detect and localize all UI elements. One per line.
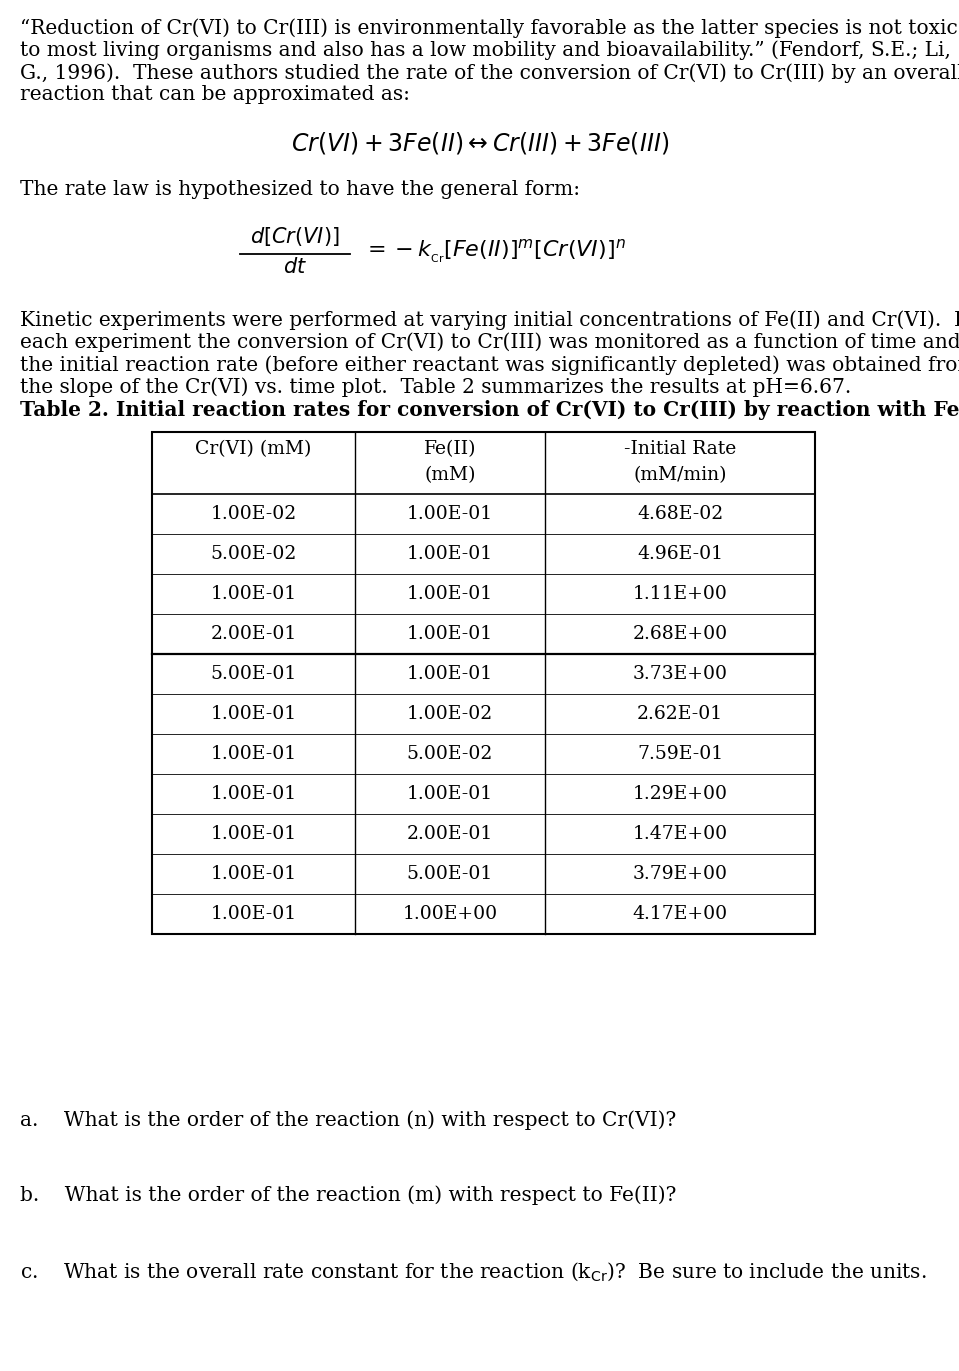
Text: 1.00E-01: 1.00E-01 [210,786,296,803]
Text: The rate law is hypothesized to have the general form:: The rate law is hypothesized to have the… [20,180,580,199]
Text: (mM/min): (mM/min) [633,466,727,484]
Text: 4.17E+00: 4.17E+00 [632,905,728,923]
Text: Kinetic experiments were performed at varying initial concentrations of Fe(II) a: Kinetic experiments were performed at va… [20,310,959,329]
Text: 3.79E+00: 3.79E+00 [633,865,728,883]
Text: 7.59E-01: 7.59E-01 [637,744,723,764]
Text: G., 1996).  These authors studied the rate of the conversion of Cr(VI) to Cr(III: G., 1996). These authors studied the rat… [20,63,959,82]
Text: 3.73E+00: 3.73E+00 [633,665,728,683]
Text: $\mathit{dt}$: $\mathit{dt}$ [283,256,307,277]
Text: 2.62E-01: 2.62E-01 [637,705,723,723]
Text: $\mathit{Cr(VI) + 3Fe(II) \leftrightarrow Cr(III) + 3Fe(III)}$: $\mathit{Cr(VI) + 3Fe(II) \leftrightarro… [291,130,669,156]
Text: 1.00E-01: 1.00E-01 [407,665,493,683]
Text: 5.00E-02: 5.00E-02 [407,744,493,764]
Text: a.    What is the order of the reaction (n) with respect to Cr(VI)?: a. What is the order of the reaction (n)… [20,1111,676,1130]
Text: 1.00E-01: 1.00E-01 [407,585,493,603]
Text: 1.00E-01: 1.00E-01 [407,625,493,643]
Text: 5.00E-01: 5.00E-01 [407,865,493,883]
Text: (mM): (mM) [424,466,476,484]
Text: 1.47E+00: 1.47E+00 [632,825,728,843]
Text: Cr(VI) (mM): Cr(VI) (mM) [196,440,312,458]
Text: -Initial Rate: -Initial Rate [624,440,737,458]
Text: 1.00E+00: 1.00E+00 [403,905,498,923]
Text: “Reduction of Cr(VI) to Cr(III) is environmentally favorable as the latter speci: “Reduction of Cr(VI) to Cr(III) is envir… [20,18,958,37]
Text: 1.00E-01: 1.00E-01 [210,905,296,923]
Text: 1.00E-02: 1.00E-02 [210,505,296,522]
Text: 1.11E+00: 1.11E+00 [633,585,728,603]
Text: 1.00E-01: 1.00E-01 [210,825,296,843]
Text: 5.00E-02: 5.00E-02 [210,546,296,563]
Text: 1.00E-02: 1.00E-02 [407,705,493,723]
Text: 1.00E-01: 1.00E-01 [407,786,493,803]
Text: 2.00E-01: 2.00E-01 [407,825,493,843]
Text: reaction that can be approximated as:: reaction that can be approximated as: [20,85,410,104]
Text: 4.68E-02: 4.68E-02 [637,505,723,522]
Text: each experiment the conversion of Cr(VI) to Cr(III) was monitored as a function : each experiment the conversion of Cr(VI)… [20,333,959,352]
Text: 1.00E-01: 1.00E-01 [210,744,296,764]
Text: 2.68E+00: 2.68E+00 [632,625,728,643]
Text: 1.00E-01: 1.00E-01 [210,705,296,723]
Text: 1.00E-01: 1.00E-01 [210,865,296,883]
Text: 1.29E+00: 1.29E+00 [633,786,728,803]
Text: $\mathit{d[Cr(VI)]}$: $\mathit{d[Cr(VI)]}$ [250,225,339,248]
Text: the slope of the Cr(VI) vs. time plot.  Table 2 summarizes the results at pH=6.6: the slope of the Cr(VI) vs. time plot. T… [20,377,852,398]
Text: 1.00E-01: 1.00E-01 [407,505,493,522]
Text: 5.00E-01: 5.00E-01 [210,665,296,683]
Text: Fe(II): Fe(II) [424,440,477,458]
Text: $= -k_{_{\mathrm{Cr}}}[Fe(II)]^{m}[Cr(VI)]^{n}$: $= -k_{_{\mathrm{Cr}}}[Fe(II)]^{m}[Cr(VI… [363,239,626,266]
Text: c.    What is the overall rate constant for the reaction (k$_{\mathrm{Cr}}$)?  B: c. What is the overall rate constant for… [20,1260,926,1283]
Bar [152,432,815,934]
Text: 4.96E-01: 4.96E-01 [637,546,723,563]
Text: b.    What is the order of the reaction (m) with respect to Fe(II)?: b. What is the order of the reaction (m)… [20,1185,676,1205]
Text: the initial reaction rate (before either reactant was significantly depleted) wa: the initial reaction rate (before either… [20,355,959,374]
Text: Table 2. Initial reaction rates for conversion of Cr(VI) to Cr(III) by reaction : Table 2. Initial reaction rates for conv… [20,400,959,420]
Text: 2.00E-01: 2.00E-01 [210,625,296,643]
Text: 1.00E-01: 1.00E-01 [407,546,493,563]
Text: to most living organisms and also has a low mobility and bioavailability.” (Fend: to most living organisms and also has a … [20,41,951,60]
Text: 1.00E-01: 1.00E-01 [210,585,296,603]
